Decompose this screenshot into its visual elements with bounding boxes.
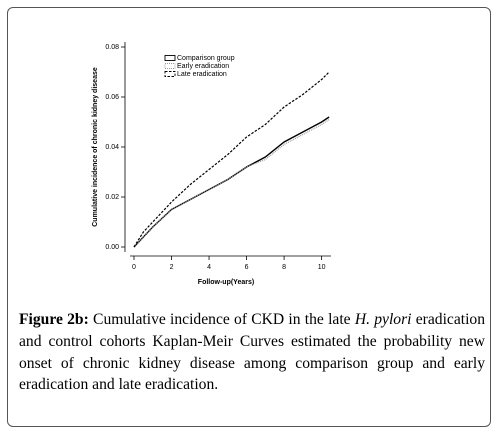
caption-text: eradication and control cohorts Kaplan-M…	[19, 311, 486, 394]
legend-swatch	[164, 71, 176, 77]
figure-frame	[7, 7, 491, 427]
series-line	[133, 116, 330, 248]
x-tick-label: 6	[245, 264, 249, 271]
x-tick-label: 8	[282, 264, 286, 271]
y-tick-label: 0.00	[105, 244, 119, 251]
caption-text: Cumulative incidence of CKD in the late	[93, 311, 351, 328]
y-tick-label: 0.08	[105, 44, 119, 51]
x-tick-label: 0	[132, 264, 136, 271]
legend-label: Comparison group	[177, 55, 235, 62]
legend-label: Late eradication	[177, 71, 227, 78]
y-tick-label: 0.04	[105, 144, 119, 151]
caption-italic: H. pylori	[354, 311, 412, 328]
series-line	[133, 119, 330, 248]
caption-label: Figure 2b:	[19, 311, 89, 328]
y-axis-label: Cumulative incidence of chronic kidney d…	[92, 67, 99, 227]
y-tick-label: 0.06	[105, 94, 119, 101]
x-tick-label: 2	[170, 264, 174, 271]
legend-label: Early eradication	[177, 63, 229, 70]
x-tick-label: 10	[318, 264, 326, 271]
y-tick-label: 0.02	[105, 194, 119, 201]
caption: Figure 2b: Cumulative incidence of CKD i…	[19, 309, 485, 396]
x-tick-label: 4	[207, 264, 211, 271]
series-line	[133, 71, 330, 248]
legend-swatch	[164, 63, 176, 69]
chart: Follow-up(Years) Cumulative incidence of…	[92, 42, 331, 286]
x-axis-label: Follow-up(Years)	[198, 279, 254, 286]
legend-swatch	[164, 55, 176, 61]
